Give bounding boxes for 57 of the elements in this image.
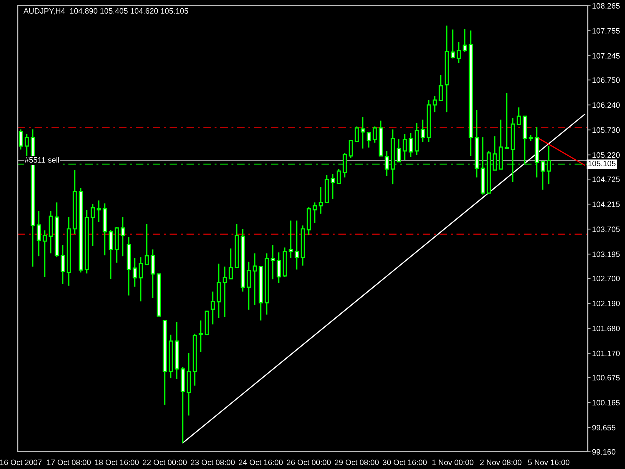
candlestick [108,229,114,280]
candlestick [324,174,330,204]
candlestick [144,224,150,266]
candlestick [504,92,510,150]
candlestick [438,74,444,102]
candlestick [408,132,414,158]
candlestick [360,116,366,150]
candlestick [60,244,66,286]
candlestick [402,133,408,162]
candlestick [222,266,228,318]
candlestick [294,220,300,270]
candlestick [138,256,144,302]
candlestick [96,200,102,223]
candlestick [114,226,120,264]
candlestick [498,119,504,170]
candlestick [210,291,216,326]
candlestick [420,119,426,144]
candlestick [288,220,294,260]
candlestick [90,204,96,247]
candlestick [102,203,108,256]
candlestick [318,186,324,215]
candlestick [306,206,312,236]
candlestick [384,150,390,177]
candlestick [540,161,546,191]
candlestick [150,249,156,299]
candlestick [204,310,210,336]
candlestick [276,252,282,284]
candlestick [198,320,204,353]
candlestick [216,263,222,319]
candlestick [132,257,138,288]
candlestick [312,202,318,224]
candlestick [450,29,456,60]
candlestick [414,122,420,156]
candlestick [396,138,402,163]
candlestick [246,261,252,311]
candlestick [48,210,54,254]
candlestick [186,352,192,416]
candlestick [372,126,378,144]
candlestick [456,42,462,64]
candlestick [330,174,336,200]
candlestick [546,145,552,186]
candlestick [462,28,468,53]
candlestick [18,129,24,150]
candlestick [342,152,348,178]
candlestick [42,230,48,278]
candlestick [120,216,126,258]
candlestick [366,132,372,148]
candlestick [252,252,258,306]
candlestick [516,107,522,126]
candlestick [432,96,438,114]
candlestick [492,136,498,171]
candlestick [36,210,42,258]
candlestick [270,244,276,280]
candlestick [336,168,342,184]
candlestick [354,126,360,143]
candlestick [228,248,234,280]
candlestick [348,140,354,159]
